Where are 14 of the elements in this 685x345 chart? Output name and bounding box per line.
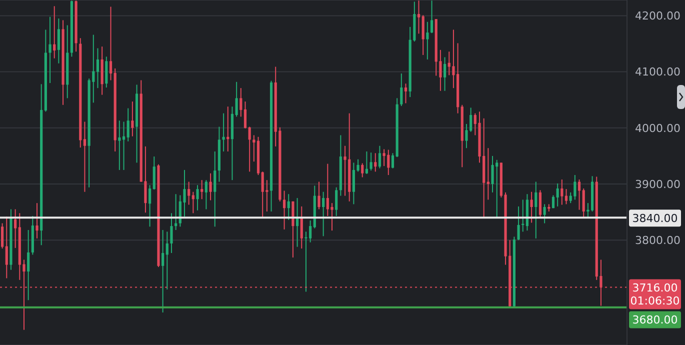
candlestick [252,135,256,162]
candlestick [344,146,346,196]
candlestick [118,120,121,170]
ref-line-label: 3680.00 [632,314,678,327]
y-tick-label: 3900.00 [635,178,680,191]
y-tick-label: 4100.00 [635,66,680,79]
y-tick-label: 4200.00 [635,10,680,23]
text: 01:06:30 [630,294,680,308]
y-tick-label: 4000.00 [635,122,680,135]
ref-line-label: 3716.00 [632,282,678,295]
candlestick [83,122,86,192]
y-tick-label: 3800.00 [635,234,680,248]
candlestick [222,113,225,152]
ref-line-label: 3840.00 [632,212,678,226]
